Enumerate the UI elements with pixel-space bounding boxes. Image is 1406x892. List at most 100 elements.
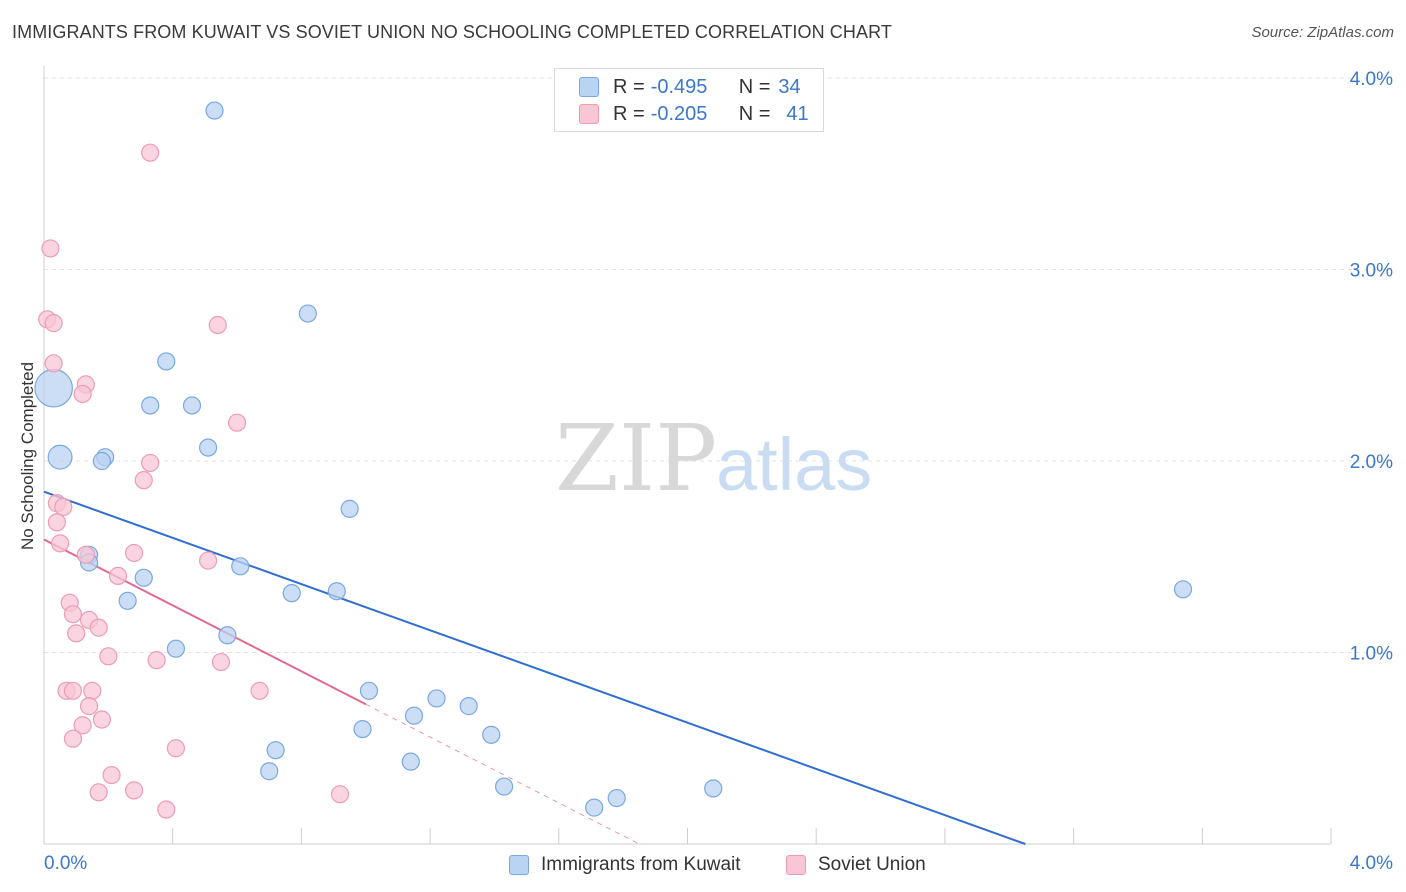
point-kuwait — [401, 752, 420, 771]
point-kuwait — [282, 584, 301, 603]
point-soviet — [79, 697, 99, 716]
chart-title: IMMIGRANTS FROM KUWAIT VS SOVIET UNION N… — [12, 22, 892, 42]
point-kuwait — [585, 798, 604, 817]
point-kuwait — [327, 582, 346, 601]
point-kuwait — [260, 762, 279, 781]
y-axis-title: No Schooling Completed — [18, 361, 37, 551]
point-soviet — [44, 314, 63, 333]
point-soviet — [141, 453, 160, 473]
point-kuwait — [459, 697, 478, 716]
legend-r-label: R = — [613, 75, 645, 98]
y-tick-label: 4.0% — [1350, 69, 1393, 90]
point-soviet — [208, 315, 227, 335]
point-soviet — [41, 239, 60, 258]
legend-swatch-kuwait — [579, 77, 599, 97]
point-soviet — [250, 681, 269, 700]
legend-r-label: R = — [613, 102, 645, 125]
source-credit: Source: ZipAtlas.com — [1251, 24, 1394, 41]
point-kuwait — [266, 741, 285, 760]
point-kuwait — [359, 681, 379, 700]
point-soviet — [124, 543, 144, 563]
point-soviet — [63, 681, 83, 700]
point-kuwait — [182, 396, 202, 415]
point-soviet — [50, 534, 70, 553]
point-kuwait — [1173, 580, 1193, 599]
point-soviet — [108, 566, 128, 586]
point-soviet — [76, 545, 95, 564]
point-kuwait — [704, 779, 723, 798]
point-kuwait — [166, 639, 186, 658]
point-soviet — [227, 413, 247, 432]
legend-r-value: -0.495 — [650, 75, 708, 98]
bottom-legend-kuwait: Immigrants from Kuwait — [509, 852, 741, 878]
y-tick-label: 3.0% — [1350, 261, 1393, 282]
point-kuwait — [141, 396, 160, 415]
legend-swatch-soviet — [579, 104, 599, 124]
point-soviet — [211, 652, 231, 672]
tick-labels: 1.0% 2.0% 3.0% 4.0% 0.0% 4.0% — [44, 69, 1393, 874]
point-soviet — [89, 783, 108, 802]
point-soviet — [83, 681, 102, 700]
point-kuwait — [607, 788, 626, 808]
point-soviet — [63, 729, 83, 748]
point-soviet — [67, 624, 86, 643]
point-kuwait — [353, 719, 372, 739]
point-soviet — [102, 765, 121, 785]
bottom-legend-swatch-soviet — [786, 855, 806, 875]
legend-row-kuwait: R = -0.495 N = 34 — [579, 74, 801, 100]
point-kuwait — [47, 444, 73, 470]
point-kuwait — [427, 689, 446, 708]
watermark-atlas: atlas — [716, 423, 872, 506]
bottom-legend-swatch-kuwait — [509, 855, 529, 875]
trend-line-soviet-extrapolated — [365, 703, 640, 845]
point-kuwait — [198, 438, 218, 457]
point-soviet — [54, 497, 73, 517]
point-soviet — [92, 710, 112, 729]
point-kuwait — [231, 557, 250, 576]
point-soviet — [166, 739, 186, 758]
y-tick-label: 2.0% — [1350, 452, 1393, 473]
x-tick-label-max: 4.0% — [1350, 853, 1393, 874]
point-soviet — [141, 143, 160, 162]
point-soviet — [89, 618, 108, 637]
point-kuwait — [495, 777, 514, 796]
point-soviet — [73, 384, 92, 404]
point-soviet — [124, 781, 144, 800]
point-soviet — [63, 605, 83, 624]
point-soviet — [330, 785, 350, 804]
point-soviet — [47, 513, 66, 532]
bottom-legend-label-kuwait: Immigrants from Kuwait — [541, 854, 741, 875]
point-kuwait — [34, 368, 73, 408]
axes — [43, 66, 1332, 845]
point-soviet — [157, 800, 176, 819]
point-kuwait — [218, 626, 237, 645]
y-tick-label: 1.0% — [1350, 644, 1393, 665]
point-kuwait — [404, 706, 424, 725]
point-soviet — [99, 647, 118, 666]
correlation-legend: R = -0.495 N = 34 R = -0.205 N = 41 — [554, 68, 824, 132]
legend-row-soviet: R = -0.205 N = 41 — [579, 101, 809, 127]
watermark-zip: ZIP — [555, 405, 717, 512]
point-kuwait — [340, 499, 359, 518]
x-tick-label-min: 0.0% — [44, 853, 87, 874]
point-kuwait — [92, 451, 112, 471]
data-points — [34, 101, 1193, 819]
trend-line-soviet — [43, 538, 367, 706]
point-soviet — [134, 471, 153, 490]
point-kuwait — [205, 101, 224, 120]
point-soviet — [44, 354, 63, 373]
point-kuwait — [482, 725, 501, 744]
legend-n-value: 41 — [786, 102, 809, 125]
point-kuwait — [298, 304, 317, 323]
legend-n-value: 34 — [778, 75, 801, 98]
point-kuwait — [134, 568, 153, 587]
point-soviet — [147, 651, 166, 670]
point-soviet — [73, 716, 92, 735]
trend-line-kuwait — [43, 490, 1026, 845]
point-kuwait — [157, 352, 176, 371]
bottom-legend-label-soviet: Soviet Union — [818, 854, 926, 875]
legend-n-label: N = — [738, 102, 771, 125]
trend-lines — [43, 490, 1026, 845]
